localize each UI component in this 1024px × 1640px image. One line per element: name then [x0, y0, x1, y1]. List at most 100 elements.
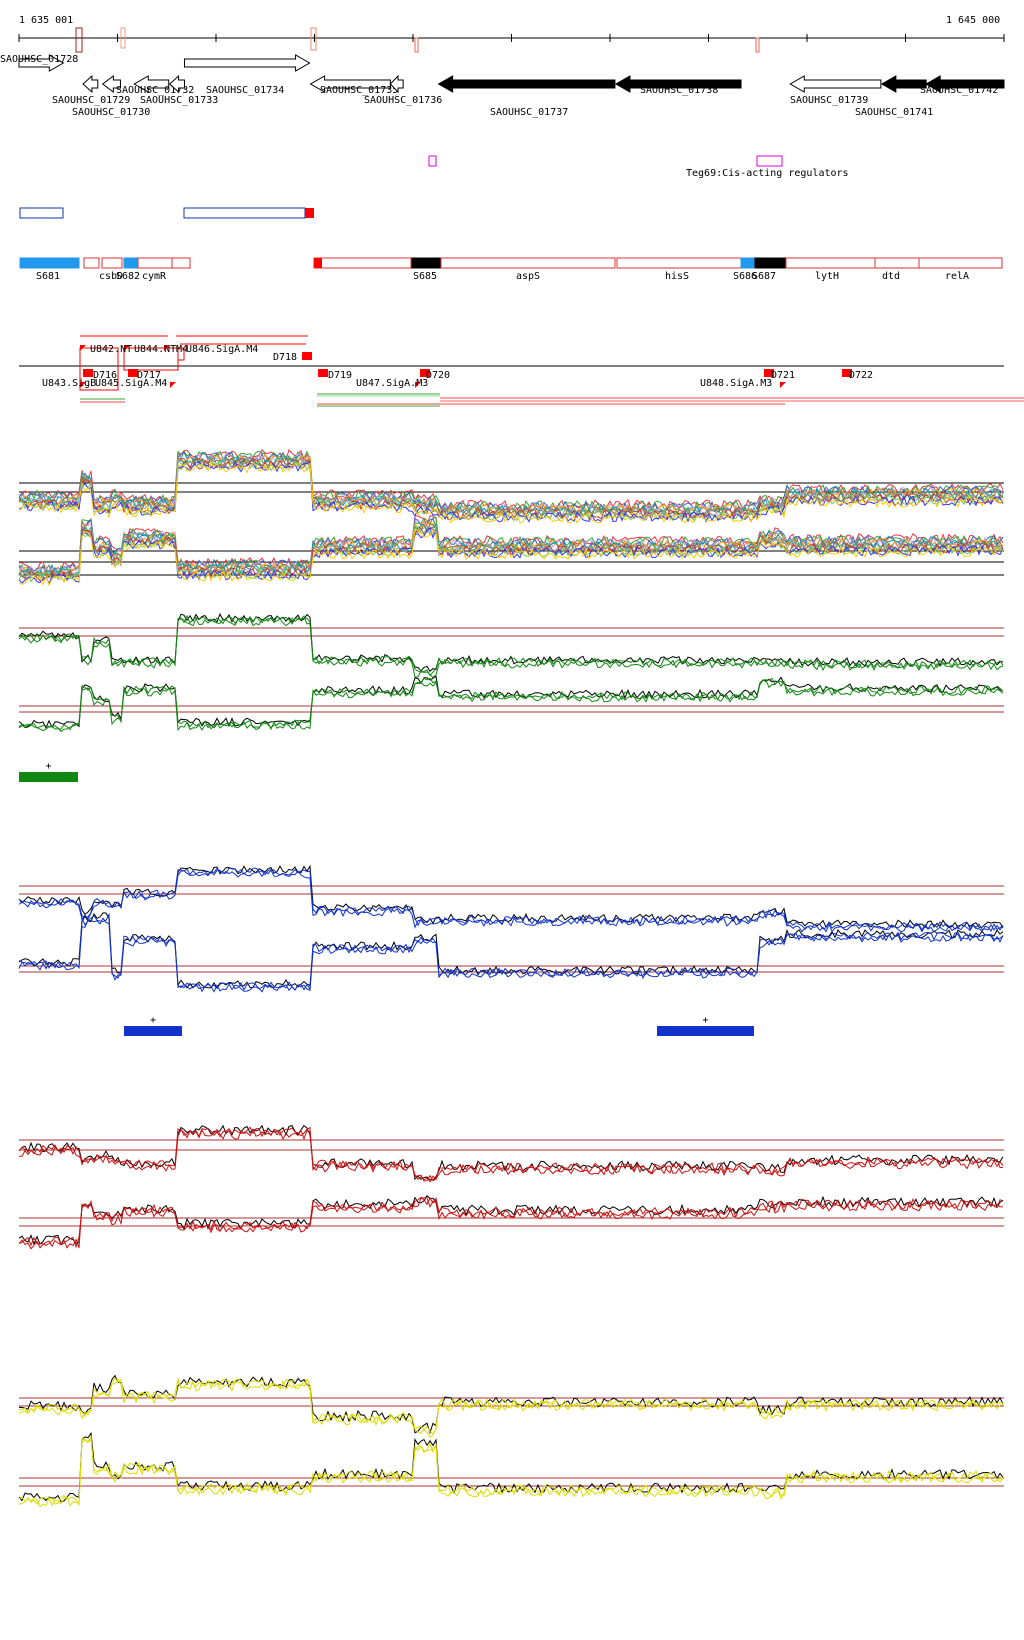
feature-tick [780, 382, 786, 388]
segment-label-S687: S687 [752, 271, 776, 282]
feature-marker [318, 369, 328, 377]
feature-tick [164, 345, 170, 351]
gene-SAOUHSC_01736[interactable]: SAOUHSC_01736 [364, 74, 442, 106]
expression-line-bottom [18, 1194, 1004, 1246]
ruler-highlight [414, 37, 419, 53]
coordinate-ruler: 1 635 001 1 645 000 [18, 15, 1005, 53]
gene-SAOUHSC_01729[interactable]: SAOUHSC_01729 [52, 74, 130, 106]
region-box-2-end [305, 208, 314, 218]
segment-box [918, 257, 1003, 269]
feature-bracket [79, 347, 119, 391]
expression-line-top [18, 612, 1004, 672]
gene-arrow [183, 54, 311, 72]
segment-label-hisS: hisS [665, 271, 689, 282]
expression-line-bottom [18, 528, 1004, 587]
feature-label: D719 [328, 370, 352, 381]
feature-label: D720 [426, 370, 450, 381]
expression-line-top [18, 864, 1004, 929]
ruler-highlight [75, 27, 83, 53]
expression-line-top [18, 614, 1004, 677]
segment-box [740, 257, 757, 269]
feature-tick [80, 382, 86, 388]
expression-line-bottom [18, 677, 1004, 731]
expression-line-top [18, 453, 1004, 517]
segment-label-S681: S681 [36, 271, 60, 282]
gene-label: SAOUHSC_01738 [640, 85, 718, 96]
segment-box [83, 257, 100, 269]
expression-line-bottom [18, 1197, 1004, 1250]
gene-label: SAOUHSC_01735 [320, 85, 398, 96]
gene-label: SAOUHSC_01734 [206, 85, 284, 96]
gene-SAOUHSC_01730[interactable]: SAOUHSC_01730 [72, 74, 150, 118]
gene-label: SAOUHSC_01732 [116, 85, 194, 96]
regulator-box-small [428, 155, 437, 167]
gene-SAOUHSC_01734[interactable]: SAOUHSC_01734 [183, 54, 311, 96]
gene-arrow [789, 75, 882, 93]
significance-bar [19, 772, 78, 782]
regulator-track: Teg69:Cis-acting regulators [428, 155, 849, 179]
segment-label-S682: S682 [116, 271, 140, 282]
expression-panel-red [18, 1124, 1004, 1250]
region-box-1 [19, 207, 64, 219]
coord-start: 1 635 001 [19, 15, 73, 26]
gene-SAOUHSC_01739[interactable]: SAOUHSC_01739 [789, 75, 882, 106]
expression-panel-green: + [18, 612, 1004, 782]
segment-box [19, 257, 80, 269]
segment-box [411, 257, 441, 269]
segment-label-aspS: aspS [516, 271, 540, 282]
gene-SAOUHSC_01728[interactable]: SAOUHSC_01728 [0, 54, 78, 72]
feature-label: U842.NT [90, 344, 132, 355]
gene-arrow [133, 75, 170, 93]
feature-label: U846.SigA.M4 [186, 344, 258, 355]
gene-label: SAOUHSC_01739 [790, 95, 868, 106]
segment-label-dtd: dtd [882, 271, 900, 282]
feature-label: D717 [137, 370, 161, 381]
expression-line-top [18, 1126, 1004, 1183]
feature-label: M4 [176, 344, 188, 355]
gene-SAOUHSC_01735[interactable]: SAOUHSC_01735 [309, 75, 399, 96]
gene-arrow [168, 74, 185, 94]
feature-marker [83, 369, 93, 377]
gene-track: SAOUHSC_01728SAOUHSC_01729SAOUHSC_01730S… [0, 54, 1005, 118]
gene-label: SAOUHSC_01730 [72, 107, 150, 118]
expression-line-bottom [18, 1435, 1004, 1507]
significance-bar [124, 1026, 182, 1036]
segment-label-cymR: cymR [142, 271, 167, 282]
gene-label: SAOUHSC_01729 [52, 95, 130, 106]
feature-bracket [177, 347, 185, 361]
segment-box [440, 257, 616, 269]
significance-bar [657, 1026, 754, 1036]
gene-SAOUHSC_01732[interactable]: SAOUHSC_01732 [116, 75, 194, 96]
segment-box [616, 257, 742, 269]
feature-label: U845.SigA.M4 [95, 378, 167, 389]
gene-label: SAOUHSC_01736 [364, 95, 442, 106]
expression-line-bottom [18, 912, 1004, 991]
region-box-2 [183, 207, 306, 219]
expression-line-top [18, 1374, 1004, 1435]
feature-label: U848.SigA.M3 [700, 378, 772, 389]
expression-line-bottom [18, 526, 1004, 582]
gene-label: SAOUHSC_01737 [490, 107, 568, 118]
gene-SAOUHSC_01733[interactable]: SAOUHSC_01733 [140, 74, 218, 106]
segment-label-csbD: csbD [99, 271, 123, 282]
gene-SAOUHSC_01738[interactable]: SAOUHSC_01738 [614, 75, 742, 96]
gene-arrow [880, 75, 927, 93]
segment-box [137, 257, 173, 269]
gene-arrow [437, 75, 616, 93]
gene-SAOUHSC_01742[interactable]: SAOUHSC_01742 [920, 75, 1005, 96]
expression-panel-multicolor [18, 448, 1004, 587]
feature-marker [764, 369, 774, 377]
feature-label: D722 [849, 370, 873, 381]
gene-SAOUHSC_01737[interactable]: SAOUHSC_01737 [437, 75, 616, 118]
segment-label-S686: S686 [733, 271, 757, 282]
feature-label: U843.SigB [42, 378, 96, 389]
expression-line-bottom [18, 524, 1004, 581]
feature-tick [124, 345, 130, 351]
gene-SAOUHSC_01741[interactable]: SAOUHSC_01741 [855, 75, 933, 118]
plus-mark: + [703, 1015, 709, 1026]
expression-line-top [18, 1378, 1004, 1438]
feature-label: U844.NT [134, 344, 176, 355]
